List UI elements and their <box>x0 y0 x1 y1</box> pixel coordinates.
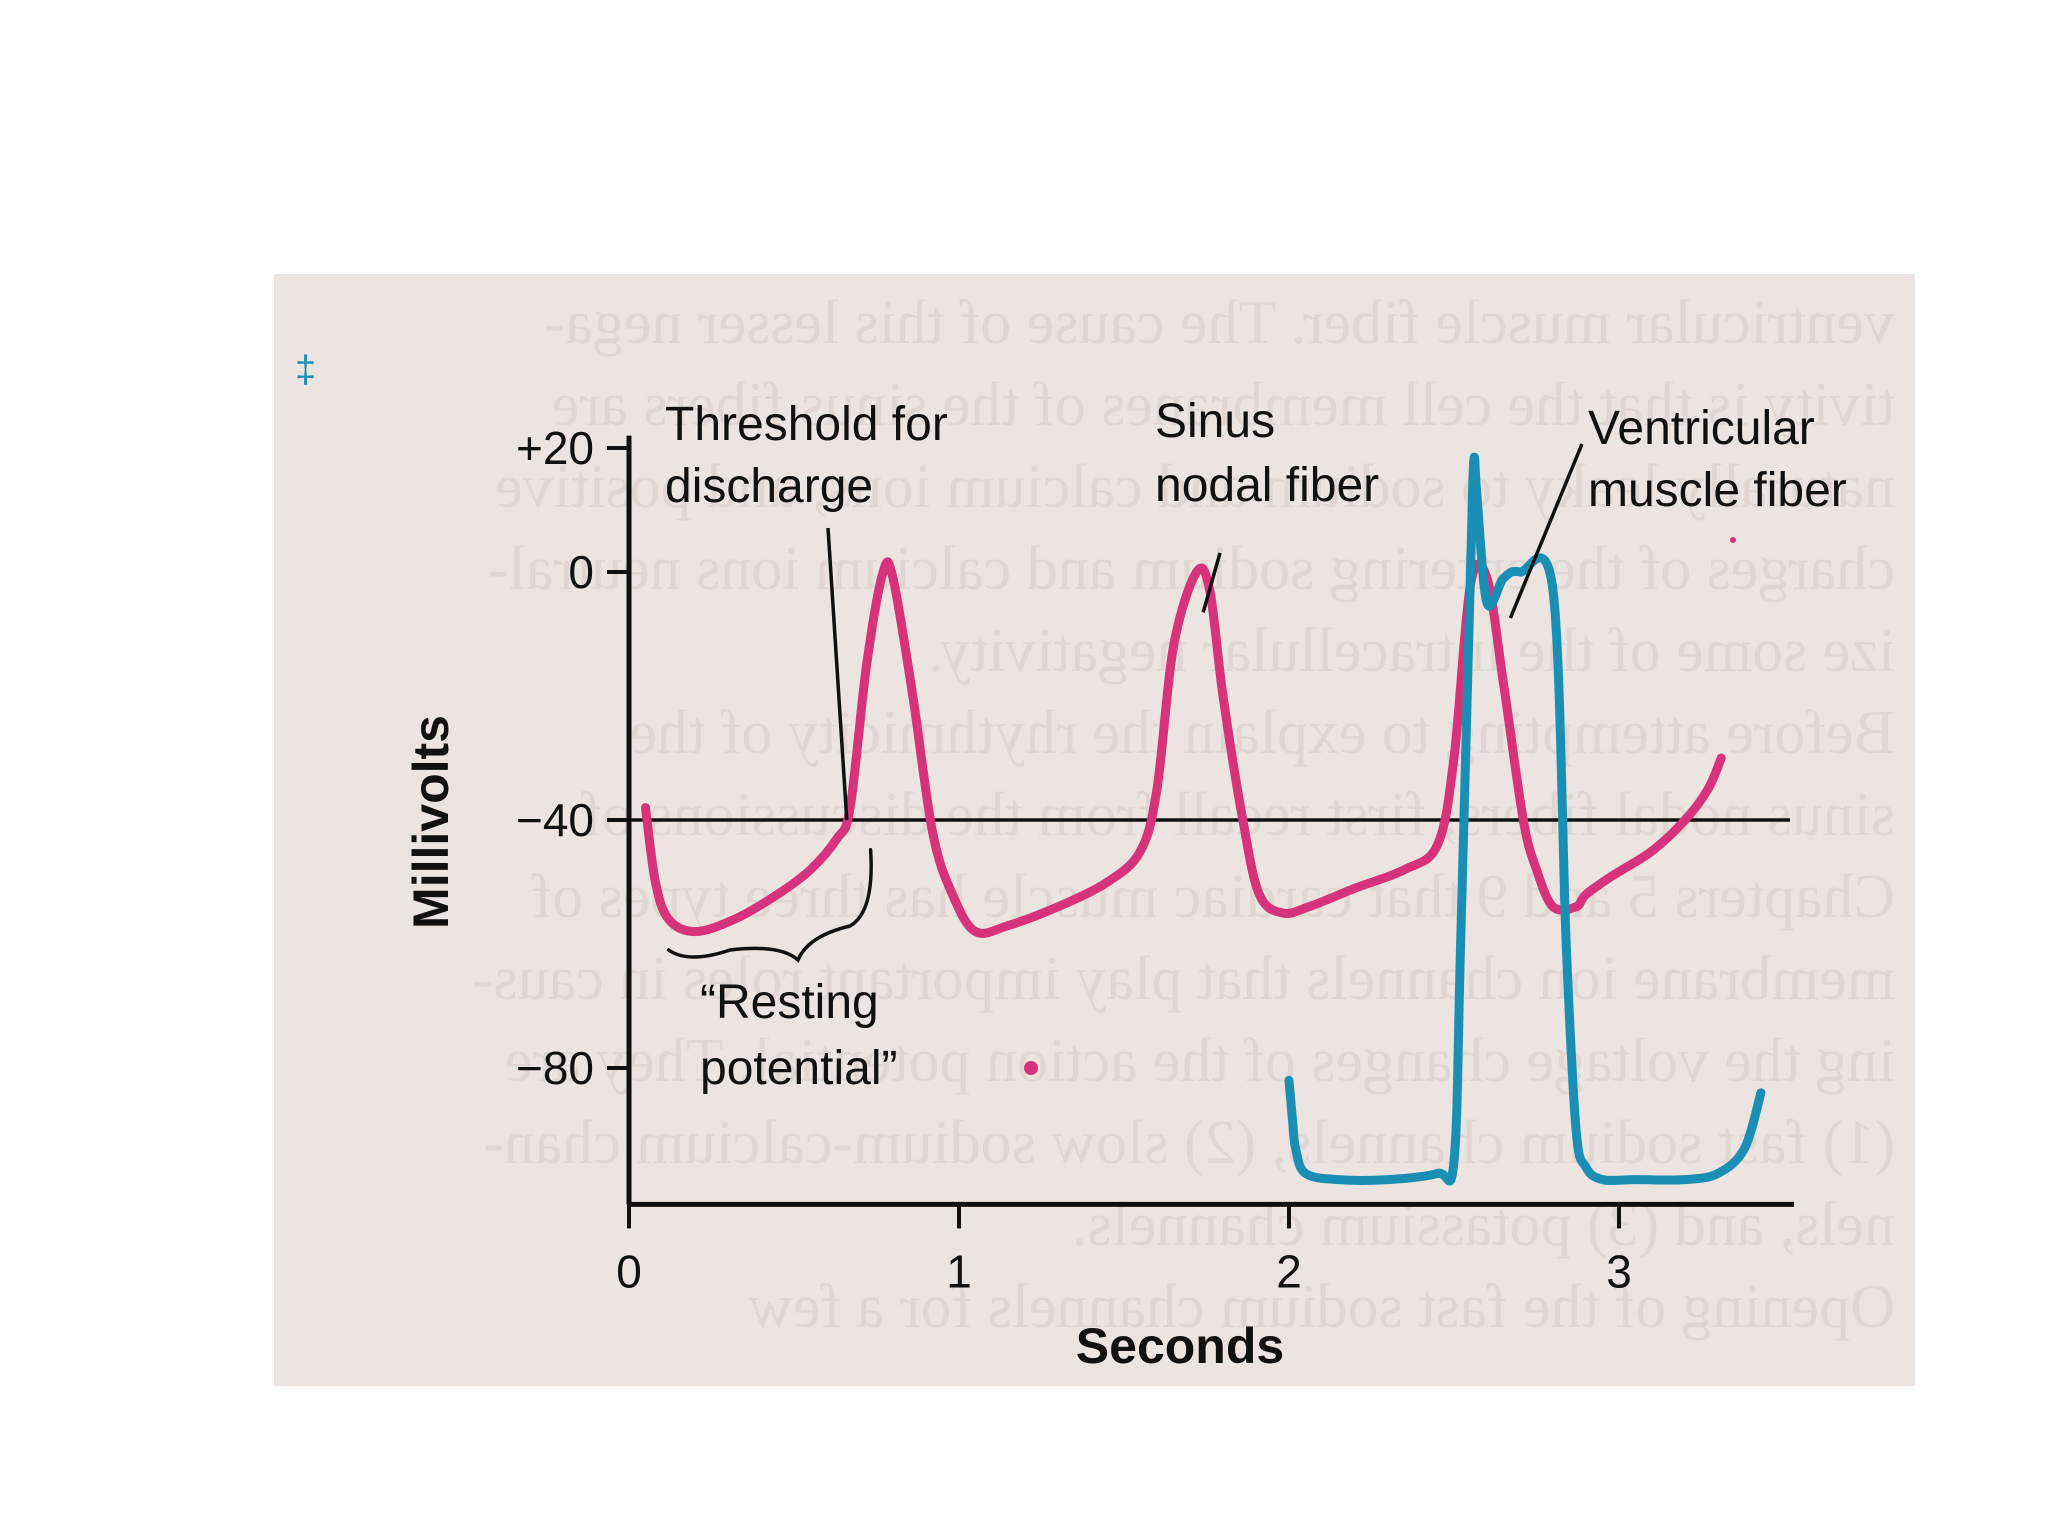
ventricular-muscle-fiber-line <box>1284 452 1766 1186</box>
resting-potential-label: potential” <box>700 1042 897 1095</box>
ink-dot-decoration <box>1730 537 1736 543</box>
sinus-nodal-label: Sinus <box>1155 395 1275 448</box>
ventricular-label: Ventricular <box>1588 402 1815 455</box>
threshold-label: Threshold for <box>665 398 948 451</box>
ventricular-label: muscle fiber <box>1588 464 1847 517</box>
sinus-nodal-pointer <box>1201 552 1222 613</box>
x-tick-label: 3 <box>1606 1245 1632 1297</box>
resting-potential-label: “Resting <box>700 976 879 1029</box>
x-tick-label: 1 <box>946 1245 972 1297</box>
resting-potential-brace <box>666 848 873 963</box>
sinus-nodal-fiber-line <box>641 557 1726 938</box>
ink-dot-decoration <box>1024 1061 1038 1075</box>
y-axis-title: Millivolts <box>403 715 459 929</box>
ventricular-pointer <box>1508 443 1584 619</box>
x-tick-label: 0 <box>616 1245 642 1297</box>
threshold-pointer <box>826 527 849 821</box>
y-tick-label: −80 <box>516 1042 594 1094</box>
y-tick-label: +20 <box>516 422 594 474</box>
textbook-figure-panel: ventricular muscle fiber. The cause of t… <box>274 274 1915 1386</box>
margin-mark-icon: ‡ <box>295 349 316 391</box>
decorations: ‡ <box>295 349 1736 1075</box>
threshold-label: discharge <box>665 460 873 513</box>
x-tick-label: 2 <box>1276 1245 1302 1297</box>
sinus-nodal-label: nodal fiber <box>1155 459 1379 512</box>
axes: +20 0 −40 −80 0 1 2 3 Seconds Millivolts <box>403 422 1794 1374</box>
y-tick-label: −40 <box>516 794 594 846</box>
y-tick-label: 0 <box>568 546 594 598</box>
x-axis-title: Seconds <box>1076 1318 1284 1374</box>
series-lines <box>641 452 1766 1186</box>
annotations: Threshold for discharge Sinus nodal fiber Ve… <box>665 395 1847 1095</box>
